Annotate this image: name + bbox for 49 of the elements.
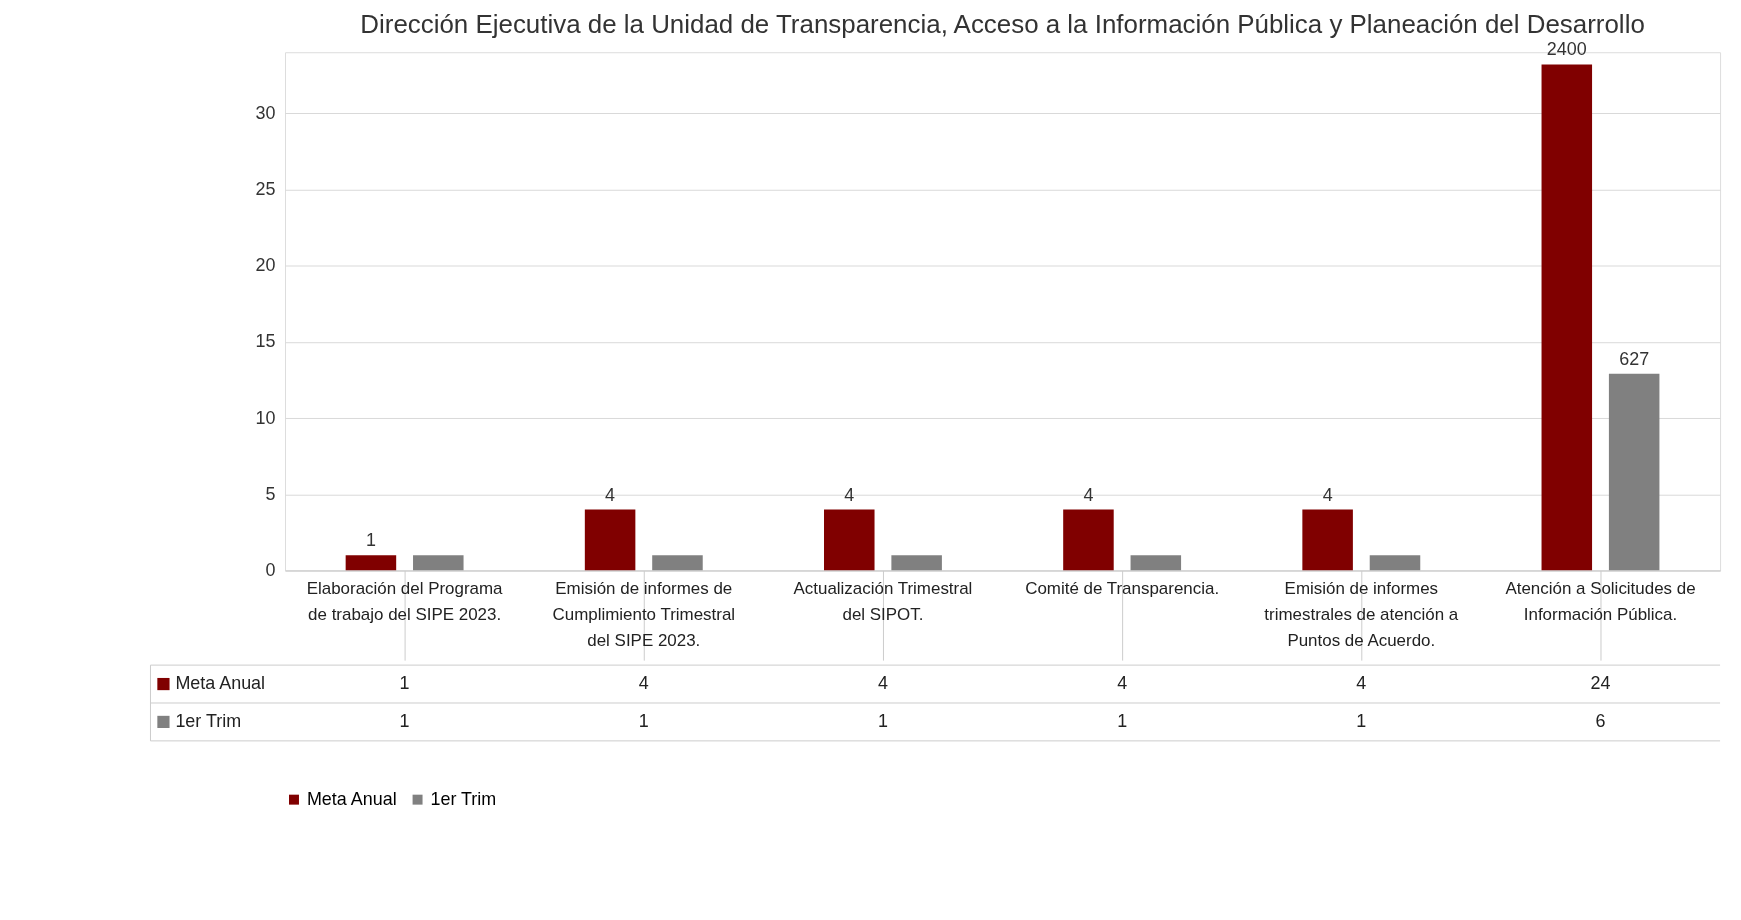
text: 1 [877,710,888,731]
x-tick-label: Comité de Transparencia. [1025,578,1220,598]
bar [652,555,703,571]
bar [1063,509,1114,571]
text: 1 [1356,710,1367,731]
bar [1369,555,1421,571]
annotation: 627 [1619,348,1650,369]
data-label: 4 [1322,484,1333,505]
y-tick-label: 0 [265,559,276,580]
bar [584,509,636,571]
y-tick-label: 20 [255,255,276,276]
data-label: 1 [365,530,376,551]
text: 4 [877,673,888,694]
text: 6 [1595,710,1606,731]
text: 1er Trim [175,710,242,731]
x-tick-label: Emisión de informes de Cumplimiento Trimestral del SIPE 2023. [552,578,736,650]
chart-title: Dirección Ejecutiva de la Unidad de Transparencia, Acceso a la Información Pública y Planeación del Desarrollo [360,9,1645,38]
y-tick-label: 15 [255,331,276,352]
x-tick-label: Emisión de informes trimestrales de atención a Puntos de Acuerdo. [1264,578,1459,650]
text: 1 [399,673,410,694]
y-tick-label: 5 [265,483,276,504]
y-tick-label: 25 [255,178,276,199]
bar [413,555,464,571]
text: 4 [1117,673,1128,694]
annotation: 2400 [1546,39,1587,60]
bar [1130,555,1182,571]
bar [824,509,875,571]
text: 1 [638,710,649,731]
bar [345,555,397,571]
data-label: 4 [844,484,855,505]
text: 1 [399,710,410,731]
text: Meta Anual [306,788,397,809]
y-tick-label: 30 [255,102,276,123]
bar [891,555,942,571]
legend-label: 1er Trim [430,788,497,809]
text: 4 [1356,673,1367,694]
bar [1608,373,1660,571]
bar [1541,64,1593,571]
x-tick-label: Atención a Solicitudes de Información Pública. [1505,578,1696,624]
bar [1302,509,1353,571]
x-tick-label: Elaboración del Programa de trabajo del SIPE 2023. [306,578,504,624]
data-label: 4 [1083,484,1094,505]
data-label: 4 [605,484,616,505]
text: 24 [1590,673,1611,694]
text: 1 [1117,710,1128,731]
x-tick-label: Actualización Trimestral del SIPOT. [793,578,973,624]
text: 4 [638,673,649,694]
y-tick-label: 10 [255,407,276,428]
legend-label: Meta Anual [175,673,266,694]
